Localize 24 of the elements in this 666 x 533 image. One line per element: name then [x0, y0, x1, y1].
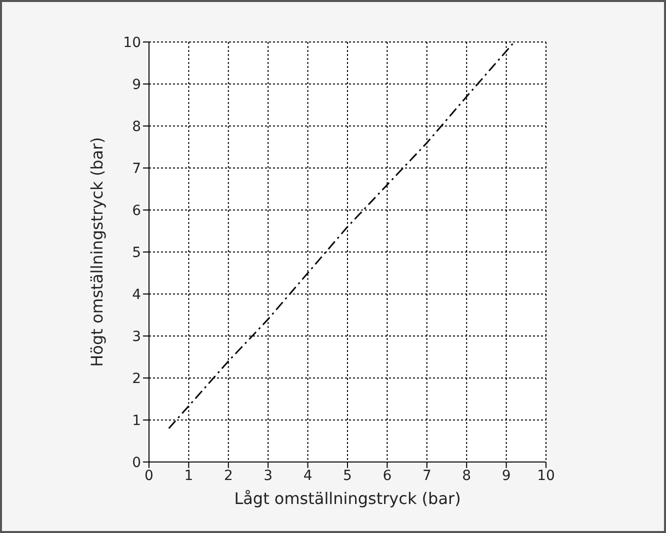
y-axis-title: Högt omställningstryck (bar) — [88, 137, 107, 367]
x-tick-label: 3 — [264, 468, 273, 484]
y-tick-label: 7 — [132, 160, 141, 177]
y-tick-label: 6 — [132, 202, 142, 219]
y-tick-label: 10 — [123, 34, 141, 51]
y-tick-label: 5 — [132, 244, 141, 261]
y-tick-label: 9 — [132, 76, 141, 93]
y-tick-label: 0 — [132, 454, 141, 471]
x-tick-label: 0 — [144, 468, 154, 484]
x-tick-label: 4 — [303, 468, 312, 484]
y-tick-label: 3 — [132, 328, 141, 345]
y-tick-label: 2 — [132, 370, 141, 387]
x-tick-label: 9 — [502, 468, 511, 484]
x-tick-label: 6 — [382, 468, 392, 484]
x-tick-label: 1 — [184, 468, 194, 484]
x-axis-title: Lågt omställningstryck (bar) — [234, 489, 461, 508]
y-tick-label: 8 — [132, 118, 141, 135]
x-tick-label: 8 — [462, 468, 472, 484]
x-tick-label: 10 — [537, 468, 555, 484]
x-tick-label: 5 — [343, 468, 352, 484]
x-tick-label: 7 — [422, 468, 432, 484]
y-tick-label: 1 — [132, 412, 141, 429]
y-tick-label: 4 — [132, 286, 142, 303]
x-tick-label: 2 — [224, 468, 233, 484]
